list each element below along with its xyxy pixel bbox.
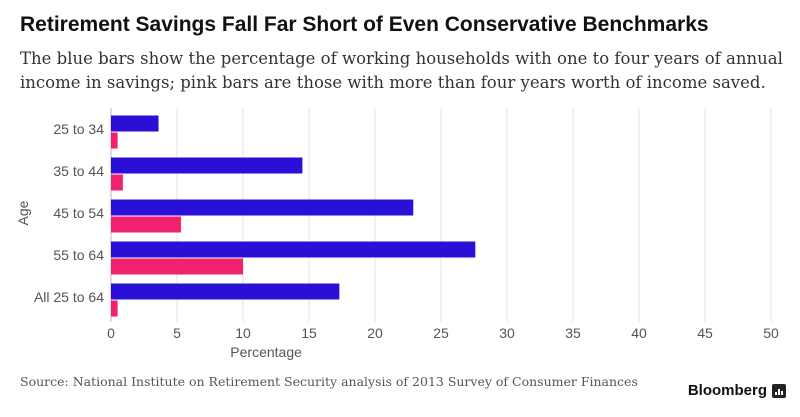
y-tick-label: 45 to 54 [53,205,104,221]
brand-logo: Bloomberg [688,382,786,399]
x-tick-label: 45 [697,325,713,341]
bar-pink [111,216,181,233]
x-tick-label: 40 [631,325,647,341]
bars [111,115,476,317]
bar-chart-icon [772,383,786,398]
x-tick-label: 15 [301,325,317,341]
bar-pink [111,174,123,191]
y-tick-label: 35 to 44 [53,163,104,179]
x-tick-label: 35 [565,325,581,341]
chart-title: Retirement Savings Fall Far Short of Eve… [20,13,709,36]
x-tick-label: 20 [367,325,383,341]
source-note: Source: National Institute on Retirement… [20,374,638,389]
bar-pink [111,258,243,275]
y-tick-label: 55 to 64 [53,247,104,263]
y-tick-label: All 25 to 64 [34,289,104,305]
bar-pink [111,300,118,317]
bar-blue [111,115,159,132]
x-tick-label: 10 [235,325,251,341]
x-axis-label: Percentage [230,344,302,360]
x-tick-labels: 0 5 10 15 20 25 30 35 40 45 50 [107,325,779,341]
x-tick-label: 5 [173,325,181,341]
y-tick-label: 25 to 34 [53,121,104,137]
x-tick-label: 30 [499,325,515,341]
bar-pink [111,132,118,149]
bar-blue [111,157,303,174]
y-tick-labels: 25 to 34 35 to 44 45 to 54 55 to 64 All 25 t… [34,121,104,305]
bar-blue [111,241,476,258]
y-axis-label: Age [15,200,31,225]
bar-blue [111,283,340,300]
bar-blue [111,199,414,216]
x-tick-label: 50 [763,325,779,341]
bar-chart: 25 to 34 35 to 44 45 to 54 55 to 64 All 25 t… [15,108,779,360]
brand-name: Bloomberg [687,382,767,399]
x-tick-label: 25 [433,325,449,341]
chart-subtitle: The blue bars show the percentage of wor… [20,49,783,92]
x-tick-label: 0 [107,325,115,341]
